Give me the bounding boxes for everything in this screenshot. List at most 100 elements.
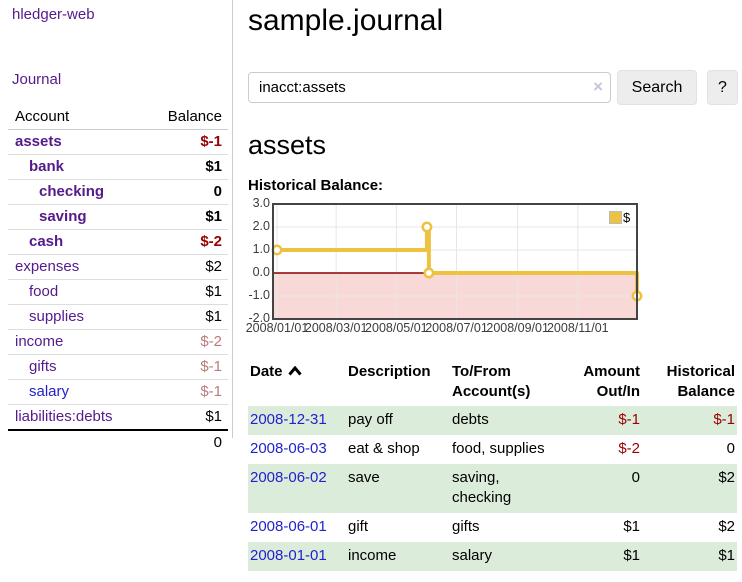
accounts-total-value: 0 [8, 429, 228, 455]
search-form: × Search ? [248, 70, 742, 105]
transaction-row: 2008-12-31 pay off debts $-1 $-1 [248, 406, 737, 435]
sidebar-account-link[interactable]: bank [29, 158, 65, 175]
plot-border [272, 203, 638, 320]
sidebar-account-row: checking 0 [8, 179, 228, 205]
balance-chart-svg[interactable] [248, 200, 648, 346]
transaction-description: save [346, 464, 450, 513]
sidebar-account-row: income $-2 [8, 329, 228, 355]
sidebar-account-balance: $-2 [144, 229, 228, 255]
sidebar-account-link[interactable]: salary [29, 383, 70, 400]
sort-asc-icon [287, 365, 302, 376]
transaction-accounts: gifts [452, 518, 480, 535]
transaction-accounts: food, supplies [452, 440, 545, 457]
transaction-amount: 0 [562, 464, 642, 513]
transaction-amount: $1 [562, 542, 642, 571]
register-col-to-from-account-s-: To/From Account(s) [452, 363, 531, 400]
register-table: Date Description To/From Account(s) Amount … [248, 360, 737, 571]
register-body: 2008-12-31 pay off debts $-1 $-1 2008-06-03 ea… [248, 406, 737, 571]
sidebar-account-balance: $-1 [144, 129, 228, 155]
sidebar-account-row: assets $-1 [8, 129, 228, 155]
y-axis-tick: 2.0 [252, 219, 270, 233]
sidebar-account-row: bank $1 [8, 154, 228, 180]
sidebar-account-row: gifts $-1 [8, 354, 228, 380]
x-axis-tick: 2008/01/01 [245, 321, 309, 335]
register-col-amount-out-in: Amount Out/In [583, 363, 640, 400]
sidebar-account-row: supplies $1 [8, 304, 228, 330]
transaction-date-link[interactable]: 2008-06-01 [250, 518, 327, 535]
sidebar-account-link[interactable]: supplies [29, 308, 85, 325]
sidebar-account-row: food $1 [8, 279, 228, 305]
chart-label: Historical Balance: [248, 177, 384, 194]
sidebar-account-row: salary $-1 [8, 379, 228, 405]
transaction-description: income [346, 542, 450, 571]
x-axis-tick: 2008/05/01 [365, 321, 428, 335]
sidebar-account-row: saving $1 [8, 204, 228, 230]
sidebar-account-link[interactable]: assets [15, 133, 62, 150]
transaction-row: 2008-06-02 save saving, checking 0 $2 [248, 464, 737, 513]
sidebar-account-balance: $1 [144, 279, 228, 305]
sidebar-account-balance: 0 [144, 179, 228, 205]
register-col-date[interactable]: Date [248, 360, 346, 406]
sidebar-account-row: cash $-2 [8, 229, 228, 255]
transaction-accounts: debts [450, 406, 562, 435]
brand-link[interactable]: hledger-web [12, 6, 95, 23]
search-button[interactable]: Search [617, 70, 697, 105]
sidebar-account-link[interactable]: expenses [15, 258, 80, 275]
sidebar-account-balance: $1 [144, 404, 228, 431]
transaction-balance: 0 [726, 440, 735, 457]
transaction-balance: $2 [642, 464, 737, 513]
y-axis-tick: 0.0 [252, 265, 270, 279]
account-title: assets [248, 130, 327, 160]
sidebar-account-link[interactable]: food [29, 283, 59, 300]
transaction-date-link[interactable]: 2008-06-02 [250, 469, 327, 486]
balance-chart[interactable]: $ 3.0 2.0 1.0 0.0 -1.0 -2.0 2008/01/01 2008/03/… [246, 196, 668, 346]
accounts-table: Account Balance assets $-1 bank $1 checking 0… [8, 105, 228, 455]
transaction-amount: $-1 [562, 406, 642, 435]
sidebar-account-link[interactable]: liabilities:debts [15, 408, 113, 425]
x-axis-tick: 2008/03/01 [304, 321, 368, 335]
x-axis-tick: 2008/11/01 [546, 321, 609, 335]
transaction-balance: $2 [718, 518, 735, 535]
data-point-marker[interactable] [423, 267, 435, 279]
transaction-amount: $-2 [618, 440, 640, 457]
page-title: sample.journal [248, 4, 444, 37]
register-header-row: Date Description To/From Account(s) Amount … [248, 360, 737, 406]
main-content: sample.journal × Search ? assets Histori… [246, 0, 742, 571]
sidebar-accounts-body: assets $-1 bank $1 checking 0 saving $1 cash $-2 e… [8, 129, 228, 431]
register-col-historical-balance: Historical Balance [666, 363, 735, 400]
transaction-date-link[interactable]: 2008-12-31 [250, 411, 327, 428]
sidebar-account-link[interactable]: saving [39, 208, 87, 225]
sidebar-account-balance: $1 [144, 204, 228, 230]
accounts-header-account: Account [8, 105, 145, 130]
help-button[interactable]: ? [707, 70, 738, 105]
chart-legend: $ [609, 210, 630, 225]
data-point-marker[interactable] [421, 221, 433, 233]
accounts-total-row: 0 [8, 429, 228, 455]
sidebar-account-link[interactable]: checking [39, 183, 105, 200]
data-point-marker[interactable] [271, 244, 283, 256]
sidebar-item-journal[interactable]: Journal [12, 71, 62, 88]
sidebar-account-balance: $-2 [144, 329, 228, 355]
sidebar-account-balance: $-1 [144, 354, 228, 380]
sidebar-account-link[interactable]: income [15, 333, 64, 350]
y-axis-tick: -2.0 [248, 311, 270, 325]
sidebar: hledger-web Journal Account Balance asse… [0, 0, 233, 455]
accounts-header-balance: Balance [144, 105, 228, 130]
transaction-accounts: salary [450, 542, 562, 571]
legend-swatch-icon [609, 211, 622, 224]
transaction-date-link[interactable]: 2008-01-01 [250, 547, 327, 564]
y-axis-tick: 1.0 [252, 242, 270, 256]
sidebar-account-row: expenses $2 [8, 254, 228, 280]
search-input[interactable] [248, 72, 611, 103]
sidebar-account-balance: $1 [144, 154, 228, 180]
sidebar-account-balance: $1 [144, 304, 228, 330]
sidebar-account-link[interactable]: gifts [29, 358, 57, 375]
clear-search-icon[interactable]: × [593, 77, 603, 96]
x-axis-tick: 2008/09/01 [486, 321, 549, 335]
transaction-date-link[interactable]: 2008-06-03 [250, 440, 327, 457]
y-axis-tick: 3.0 [252, 196, 270, 210]
sidebar-account-link[interactable]: cash [29, 233, 64, 250]
transaction-amount: $1 [623, 518, 640, 535]
register-col-description: Description [348, 363, 431, 380]
sidebar-account-balance: $2 [144, 254, 228, 280]
